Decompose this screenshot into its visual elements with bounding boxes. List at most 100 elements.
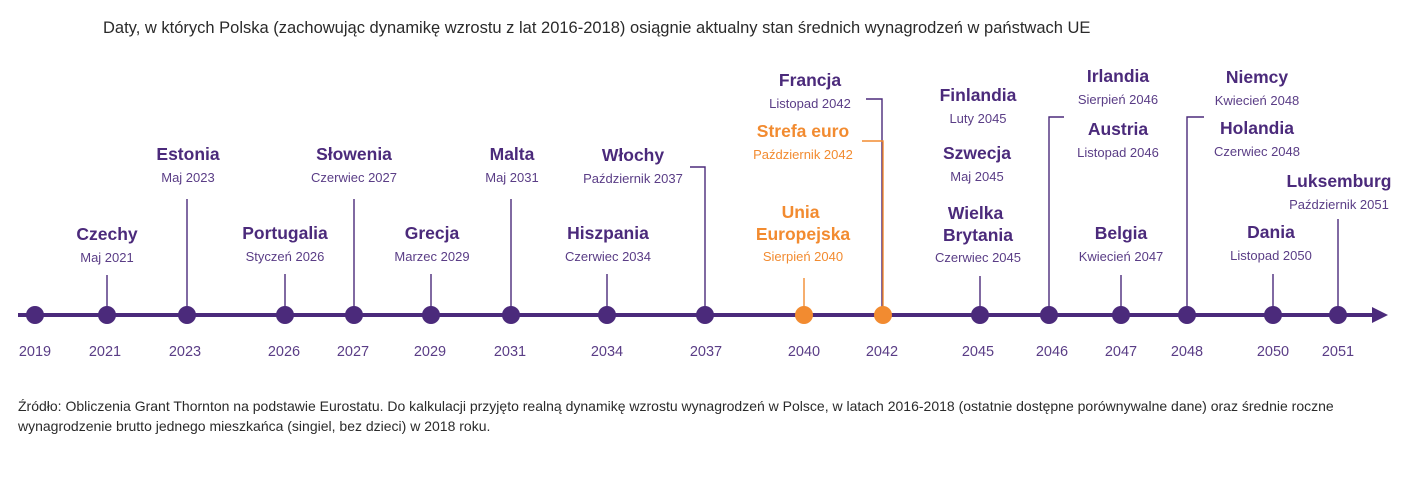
country-label-wielka-brytania: Wielka Brytania Czerwiec 2045 — [935, 203, 1021, 265]
year-label-2029: 2029 — [414, 344, 446, 360]
country-label-słowenia: Słowenia Czerwiec 2027 — [311, 144, 397, 185]
country-name: Wielka Brytania — [943, 203, 1013, 245]
country-label-włochy: Włochy Październik 2037 — [583, 145, 683, 186]
country-labels: Czechy Maj 2021 Estonia Maj 2023 Portugalia S… — [76, 66, 1391, 265]
country-date: Listopad 2050 — [1230, 248, 1312, 263]
timeline-dots — [26, 306, 1347, 324]
country-date: Czerwiec 2027 — [311, 170, 397, 185]
timeline-dot-2045 — [971, 306, 989, 324]
year-label-2045: 2045 — [962, 344, 994, 360]
country-label-strefa-euro: Strefa euro Październik 2042 — [753, 121, 853, 162]
year-label-2047: 2047 — [1105, 344, 1137, 360]
country-date: Czerwiec 2045 — [935, 250, 1021, 265]
country-name: Malta — [490, 144, 535, 164]
country-date: Marzec 2029 — [394, 249, 469, 264]
country-date: Maj 2023 — [161, 170, 214, 185]
connectors — [106, 98, 1339, 315]
chart-title: Daty, w których Polska (zachowując dynam… — [103, 19, 1091, 37]
country-date: Kwiecień 2047 — [1079, 249, 1164, 264]
country-name: Hiszpania — [567, 223, 649, 243]
year-label-2027: 2027 — [337, 344, 369, 360]
year-label-2031: 2031 — [494, 344, 526, 360]
country-label-hiszpania: Hiszpania Czerwiec 2034 — [565, 223, 651, 264]
country-label-grecja: Grecja Marzec 2029 — [394, 223, 469, 264]
country-name: Grecja — [405, 223, 460, 243]
timeline-dot-2021 — [98, 306, 116, 324]
country-date: Kwiecień 2048 — [1215, 93, 1300, 108]
country-label-portugalia: Portugalia Styczeń 2026 — [242, 223, 328, 264]
country-date: Styczeń 2026 — [246, 249, 325, 264]
connector-bracket — [690, 166, 706, 315]
country-label-niemcy: Niemcy Kwiecień 2048 — [1215, 67, 1300, 108]
country-name: Szwecja — [943, 143, 1011, 163]
connector-bracket — [862, 140, 884, 315]
country-name: Czechy — [76, 224, 138, 244]
year-label-2040: 2040 — [788, 344, 820, 360]
year-label-2046: 2046 — [1036, 344, 1068, 360]
year-label-2034: 2034 — [591, 344, 623, 360]
country-name: Niemcy — [1226, 67, 1289, 87]
country-label-dania: Dania Listopad 2050 — [1230, 222, 1312, 263]
timeline-dot-2051 — [1329, 306, 1347, 324]
country-name: Belgia — [1095, 223, 1148, 243]
country-label-francja: Francja Listopad 2042 — [769, 70, 851, 111]
country-name: Austria — [1088, 119, 1149, 139]
year-labels: 2019 2021 2023 2026 2027 2029 2031 2034 2037 2040… — [19, 344, 1354, 360]
connector-bracket — [1186, 116, 1204, 315]
timeline-dot-2048 — [1178, 306, 1196, 324]
connector-bracket — [1048, 116, 1064, 315]
timeline-dot-2023 — [178, 306, 196, 324]
country-label-irlandia: Irlandia Sierpień 2046 — [1078, 66, 1158, 107]
timeline-arrow — [1372, 307, 1388, 323]
country-name: Francja — [779, 70, 842, 90]
country-name: Portugalia — [242, 223, 328, 243]
country-date: Październik 2042 — [753, 147, 853, 162]
year-label-2037: 2037 — [690, 344, 722, 360]
country-name: Strefa euro — [757, 121, 849, 141]
country-date: Listopad 2046 — [1077, 145, 1159, 160]
country-name: Włochy — [602, 145, 664, 165]
country-name: Słowenia — [316, 144, 392, 164]
connector-bracket — [866, 98, 883, 315]
country-name: Unia Europejska — [756, 202, 851, 244]
timeline-dot-2027 — [345, 306, 363, 324]
country-name: Dania — [1247, 222, 1295, 242]
country-name: Finlandia — [940, 85, 1017, 105]
year-label-2048: 2048 — [1171, 344, 1203, 360]
country-label-estonia: Estonia Maj 2023 — [156, 144, 219, 185]
country-label-luksemburg: Luksemburg Październik 2051 — [1286, 171, 1391, 212]
source-note: Źródło: Obliczenia Grant Thornton na pod… — [18, 398, 1334, 434]
country-label-czechy: Czechy Maj 2021 — [76, 224, 138, 265]
country-name: Holandia — [1220, 118, 1294, 138]
timeline-dot-2047 — [1112, 306, 1130, 324]
country-date: Czerwiec 2034 — [565, 249, 651, 264]
year-label-2019: 2019 — [19, 344, 51, 360]
country-name: Estonia — [156, 144, 219, 164]
timeline-dot-2040 — [795, 306, 813, 324]
country-label-szwecja: Szwecja Maj 2045 — [943, 143, 1011, 184]
timeline-dot-2019 — [26, 306, 44, 324]
country-date: Maj 2031 — [485, 170, 538, 185]
timeline-dot-2034 — [598, 306, 616, 324]
country-label-malta: Malta Maj 2031 — [485, 144, 538, 185]
year-label-2051: 2051 — [1322, 344, 1354, 360]
country-date: Luty 2045 — [949, 111, 1006, 126]
country-date: Sierpień 2046 — [1078, 92, 1158, 107]
timeline-dot-2037 — [696, 306, 714, 324]
country-date: Maj 2021 — [80, 250, 133, 265]
country-label-belgia: Belgia Kwiecień 2047 — [1079, 223, 1164, 264]
year-label-2023: 2023 — [169, 344, 201, 360]
country-date: Czerwiec 2048 — [1214, 144, 1300, 159]
country-date: Maj 2045 — [950, 169, 1003, 184]
country-date: Październik 2037 — [583, 171, 683, 186]
country-label-unia-europejska: Unia Europejska Sierpień 2040 — [756, 202, 851, 264]
country-date: Sierpień 2040 — [763, 249, 843, 264]
year-label-2050: 2050 — [1257, 344, 1289, 360]
year-label-2042: 2042 — [866, 344, 898, 360]
timeline-dot-2029 — [422, 306, 440, 324]
timeline-dot-2042 — [874, 306, 892, 324]
country-name: Luksemburg — [1286, 171, 1391, 191]
country-date: Październik 2051 — [1289, 197, 1389, 212]
country-label-austria: Austria Listopad 2046 — [1077, 119, 1159, 160]
